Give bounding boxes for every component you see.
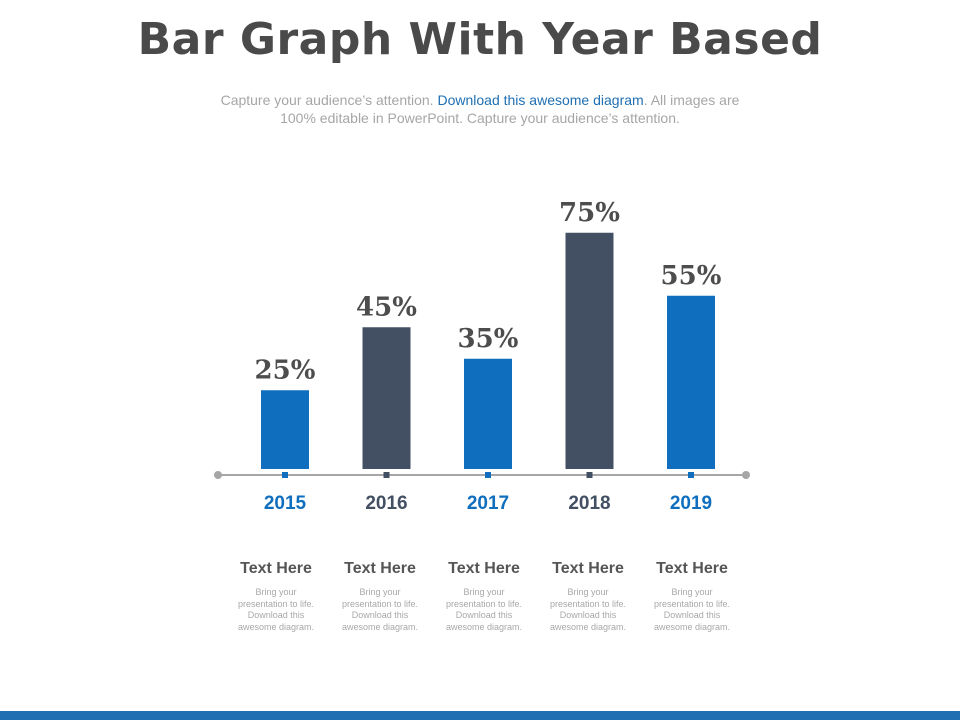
data-label-2019: 55% bbox=[661, 261, 722, 291]
footer-bar bbox=[0, 711, 960, 720]
tick-label-2016: 2016 bbox=[365, 493, 407, 514]
caption-2016: Text Here Bring your presentation to lif… bbox=[328, 560, 432, 633]
caption-text: Bring your presentation to life. Downloa… bbox=[341, 587, 419, 632]
caption-2017: Text Here Bring your presentation to lif… bbox=[432, 560, 536, 633]
caption-text: Bring your presentation to life. Downloa… bbox=[445, 587, 523, 632]
bar-2018 bbox=[565, 232, 614, 469]
bar-2017 bbox=[464, 358, 512, 469]
tick-label-2015: 2015 bbox=[264, 493, 307, 514]
tick-marker bbox=[383, 472, 390, 478]
tick-marker bbox=[282, 472, 288, 478]
tick-label-2017: 2017 bbox=[467, 493, 509, 514]
page-subtitle: Capture your audience’s attention. Downl… bbox=[210, 91, 750, 127]
page-title: Bar Graph With Year Based bbox=[137, 14, 823, 65]
subtitle-text-end: . All images are 100% editable in PowerP… bbox=[280, 92, 740, 126]
tick-marker bbox=[485, 472, 491, 478]
bar-2019 bbox=[667, 295, 715, 469]
data-label-2015: 25% bbox=[255, 355, 316, 385]
caption-text: Bring your presentation to life. Downloa… bbox=[237, 587, 315, 632]
caption-title: Text Here bbox=[656, 560, 728, 577]
data-label-2018: 75% bbox=[559, 198, 620, 228]
bar-2016 bbox=[362, 327, 411, 469]
caption-title: Text Here bbox=[240, 560, 312, 577]
subtitle-link[interactable]: Download this awesome diagram bbox=[437, 92, 644, 108]
subtitle-text-start: Capture your audience’s attention. bbox=[220, 92, 438, 108]
tick-label-2018: 2018 bbox=[568, 493, 610, 514]
bar-chart: 25% 2015 45% 2016 35% 2017 75% 2018 55% 2019 bbox=[214, 198, 750, 514]
caption-2019: Text Here Bring your presentation to lif… bbox=[640, 560, 744, 633]
caption-row: Text Here Bring your presentation to lif… bbox=[224, 560, 744, 633]
bar-2015 bbox=[261, 390, 309, 469]
caption-title: Text Here bbox=[448, 560, 520, 577]
data-label-2016: 45% bbox=[356, 292, 417, 322]
caption-2018: Text Here Bring your presentation to lif… bbox=[536, 560, 640, 633]
axis-end-dot bbox=[214, 471, 222, 479]
data-label-2017: 35% bbox=[458, 324, 519, 354]
caption-text: Bring your presentation to life. Downloa… bbox=[549, 587, 627, 632]
caption-title: Text Here bbox=[344, 560, 416, 577]
axis-end-dot bbox=[742, 471, 750, 479]
tick-marker bbox=[586, 472, 593, 478]
tick-label-2019: 2019 bbox=[670, 493, 712, 514]
tick-marker bbox=[688, 472, 694, 478]
caption-2015: Text Here Bring your presentation to lif… bbox=[224, 560, 328, 633]
caption-text: Bring your presentation to life. Downloa… bbox=[653, 587, 731, 632]
caption-title: Text Here bbox=[552, 560, 624, 577]
